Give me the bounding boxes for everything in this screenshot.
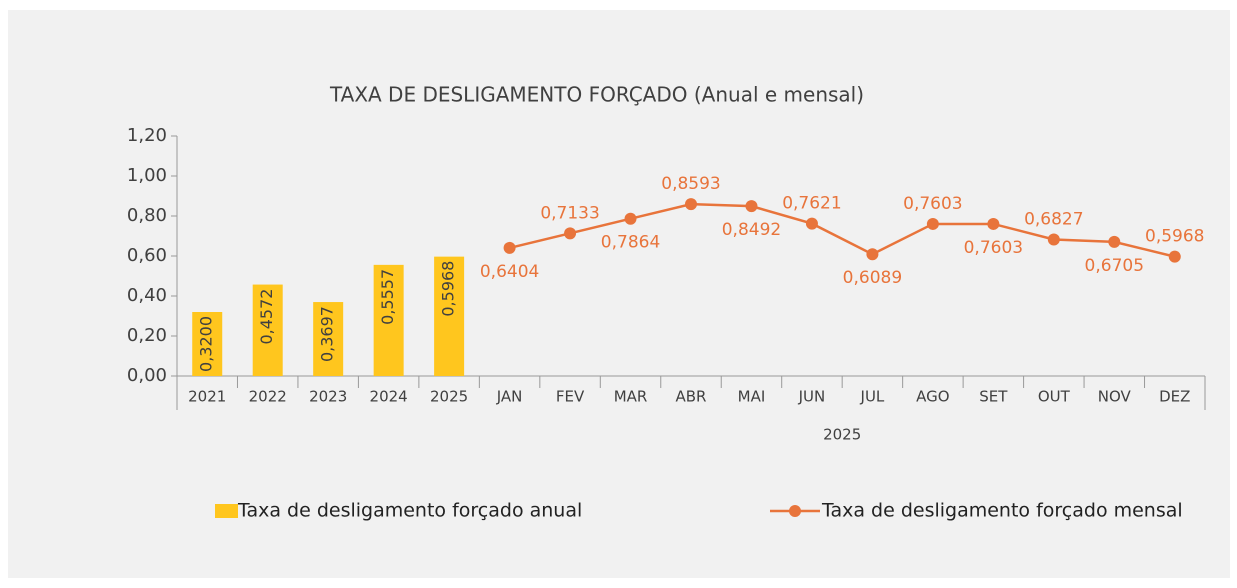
- line-value-label: 0,7603: [964, 238, 1023, 258]
- bar-value-label: 0,4572: [257, 289, 276, 345]
- line-value-label: 0,6089: [843, 268, 902, 288]
- line-value-label: 0,7603: [903, 194, 962, 214]
- line-value-label: 0,6404: [480, 262, 539, 282]
- category-group-label: 2025: [823, 426, 861, 444]
- line-marker: [987, 217, 1000, 230]
- x-tick-label: 2022: [249, 388, 287, 406]
- y-tick-label: 1,20: [127, 125, 167, 146]
- line-marker: [564, 227, 577, 240]
- line-value-label: 0,7864: [601, 233, 660, 253]
- bar: [313, 302, 344, 376]
- line-value-label: 0,8492: [722, 220, 781, 240]
- bar-value-label: 0,3200: [197, 316, 216, 372]
- bar: [434, 256, 465, 376]
- bar: [373, 264, 404, 376]
- y-tick-label: 0,00: [127, 365, 167, 386]
- line: [509, 202, 1176, 258]
- legend-swatch: [215, 504, 238, 518]
- line-marker: [926, 217, 939, 230]
- legend-label: Taxa de desligamento forçado mensal: [821, 500, 1183, 522]
- line-marker: [624, 212, 637, 225]
- x-tick-label: ABR: [676, 388, 707, 406]
- x-tick-label: JUN: [798, 388, 826, 406]
- x-tick-label: 2023: [309, 388, 347, 406]
- x-tick-label: MAI: [738, 388, 766, 406]
- x-tick-label: NOV: [1098, 388, 1132, 406]
- bar: [192, 312, 223, 376]
- y-tick-label: 0,40: [127, 285, 167, 306]
- line-marker: [1168, 250, 1181, 263]
- line-value-label: 0,6827: [1024, 209, 1083, 229]
- line-value-label: 0,7621: [782, 194, 841, 214]
- bar-value-label: 0,3697: [318, 306, 337, 362]
- x-tick-label: 2021: [188, 388, 226, 406]
- bar-value-label: 0,5557: [378, 269, 397, 325]
- chart-background: [8, 10, 1230, 578]
- chart-title: TAXA DE DESLIGAMENTO FORÇADO (Anual e me…: [329, 83, 864, 107]
- x-tick-label: JUL: [860, 388, 885, 406]
- x-tick-label: AGO: [916, 388, 949, 406]
- line-marker: [745, 200, 758, 213]
- line-marker: [1047, 233, 1060, 246]
- x-tick-label: OUT: [1038, 388, 1071, 406]
- line-value-label: 0,8593: [661, 174, 720, 194]
- legend-label: Taxa de desligamento forçado anual: [237, 500, 582, 522]
- x-tick-label: DEZ: [1159, 388, 1190, 406]
- x-tick-label: 2024: [370, 388, 408, 406]
- line-marker: [866, 248, 879, 261]
- y-tick-label: 0,80: [127, 205, 167, 226]
- line-marker: [503, 241, 516, 254]
- line-value-label: 0,5968: [1145, 227, 1204, 247]
- bar: [252, 284, 283, 376]
- line-marker: [805, 217, 818, 230]
- x-tick-label: FEV: [556, 388, 585, 406]
- line-marker: [1108, 235, 1121, 248]
- x-tick-label: SET: [979, 388, 1008, 406]
- bar-value-label: 0,5968: [439, 261, 458, 317]
- y-tick-label: 0,20: [127, 325, 167, 346]
- line-marker: [685, 198, 697, 211]
- line-value-label: 0,6705: [1085, 256, 1144, 276]
- legend-marker: [789, 505, 801, 517]
- x-tick-label: 2025: [430, 388, 468, 406]
- x-tick-label: JAN: [496, 388, 523, 406]
- x-tick-label: MAR: [614, 388, 648, 406]
- line-value-label: 0,7133: [540, 203, 599, 223]
- y-tick-label: 1,00: [127, 165, 167, 186]
- y-tick-label: 0,60: [127, 245, 167, 266]
